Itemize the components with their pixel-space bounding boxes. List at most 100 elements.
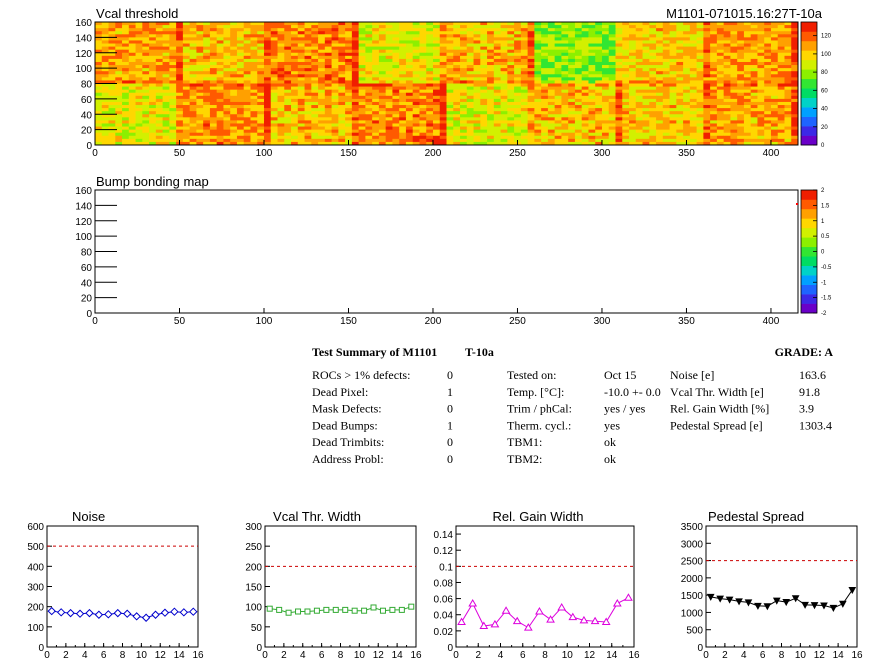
pixel-cell [635, 101, 643, 106]
pixel-cell [378, 117, 387, 121]
pixel-cell [730, 83, 738, 87]
pixel-cell [392, 141, 400, 146]
pixel-cell [561, 55, 569, 60]
pixel-cell [358, 86, 366, 91]
series-line [461, 597, 629, 629]
pixel-cell [703, 28, 711, 32]
pixel-cell [405, 114, 414, 118]
pixel-cell [574, 55, 583, 60]
y-tick-label: 50 [251, 623, 263, 634]
pixel-cell [656, 92, 664, 97]
palette-swatch [801, 59, 817, 70]
pixel-cell [534, 92, 542, 97]
pixel-cell [480, 105, 488, 109]
pixel-cell [405, 68, 414, 72]
pixel-cell [493, 98, 501, 103]
pixel-cell [642, 117, 650, 121]
pixel-cell [304, 77, 312, 81]
pixel-cell [365, 141, 373, 146]
pixel-cell [770, 138, 779, 143]
pixel-cell [304, 114, 312, 118]
pixel-cell [419, 101, 427, 106]
pixel-cell [642, 52, 650, 57]
pixel-cell [764, 31, 772, 35]
pixel-cell [696, 74, 704, 78]
pixel-cell [649, 25, 657, 29]
pixel-cell [696, 55, 704, 60]
pixel-cell [412, 86, 420, 91]
pixel-cell [95, 89, 103, 94]
pixel-cell [527, 101, 535, 106]
pixel-cell [128, 141, 136, 146]
pixel-cell [209, 120, 218, 124]
pixel-cell [257, 25, 265, 29]
pixel-cell [439, 89, 447, 94]
pixel-cell [629, 68, 637, 72]
pixel-cell [345, 120, 353, 124]
pixel-cell [392, 111, 400, 115]
pixel-cell [568, 58, 576, 63]
pixel-cell [182, 123, 191, 127]
pixel-cell [304, 86, 312, 91]
pixel-cell [784, 138, 792, 143]
pixel-cell [460, 129, 468, 134]
pixel-cell [737, 31, 745, 35]
palette-swatch [801, 135, 817, 146]
pixel-cell [115, 74, 123, 78]
pixel-cell [257, 83, 265, 87]
pixel-cell [743, 126, 752, 131]
pixel-cell [263, 28, 272, 32]
pixel-cell [230, 98, 238, 103]
pixel-cell [331, 111, 339, 115]
pixel-cell [189, 126, 197, 131]
pixel-cell [142, 65, 150, 69]
pixel-cell [318, 126, 326, 131]
pixel-cell [568, 74, 576, 78]
pixel-cell [142, 55, 150, 60]
pixel-cell [432, 89, 441, 94]
pixel-cell [581, 105, 589, 109]
pixel-cell [155, 92, 163, 97]
pixel-cell [743, 58, 752, 63]
pixel-cell [162, 92, 170, 97]
pixel-cell [480, 101, 488, 106]
pixel-cell [615, 108, 623, 112]
pixel-cell [514, 58, 522, 63]
pixel-cell [243, 77, 251, 81]
pixel-cell [581, 83, 589, 87]
pixel-cell [216, 31, 224, 35]
pixel-cell [446, 141, 454, 146]
y-tick-label: 120 [75, 217, 92, 228]
pixel-cell [460, 61, 468, 66]
pixel-cell [669, 74, 677, 78]
pixel-cell [453, 71, 461, 75]
pixel-cell [500, 108, 508, 112]
pixel-cell [784, 95, 792, 100]
pixel-cell [743, 114, 752, 118]
pixel-cell [338, 74, 346, 78]
pixel-cell [230, 68, 238, 72]
pixel-cell [520, 111, 529, 115]
pixel-cell [757, 132, 765, 137]
pixel-cell [318, 141, 326, 146]
pixel-cell [358, 55, 366, 60]
pixel-cell [311, 135, 319, 140]
pixel-cell [372, 141, 380, 146]
pixel-cell [662, 25, 670, 29]
pixel-cell [446, 25, 454, 29]
pixel-cell [710, 98, 718, 103]
pixel-cell [534, 61, 542, 66]
pixel-cell [696, 77, 704, 81]
pixel-cell [345, 43, 353, 47]
pixel-cell [683, 52, 691, 57]
pixel-cell [453, 141, 461, 146]
pixel-cell [547, 37, 556, 41]
pixel-cell [581, 25, 589, 29]
pixel-cell [318, 95, 326, 100]
pixel-cell [426, 80, 434, 84]
pixel-cell [277, 120, 285, 124]
pixel-cell [453, 34, 461, 38]
pixel-cell [324, 55, 332, 60]
pixel-cell [730, 138, 738, 143]
pixel-cell [507, 71, 515, 75]
